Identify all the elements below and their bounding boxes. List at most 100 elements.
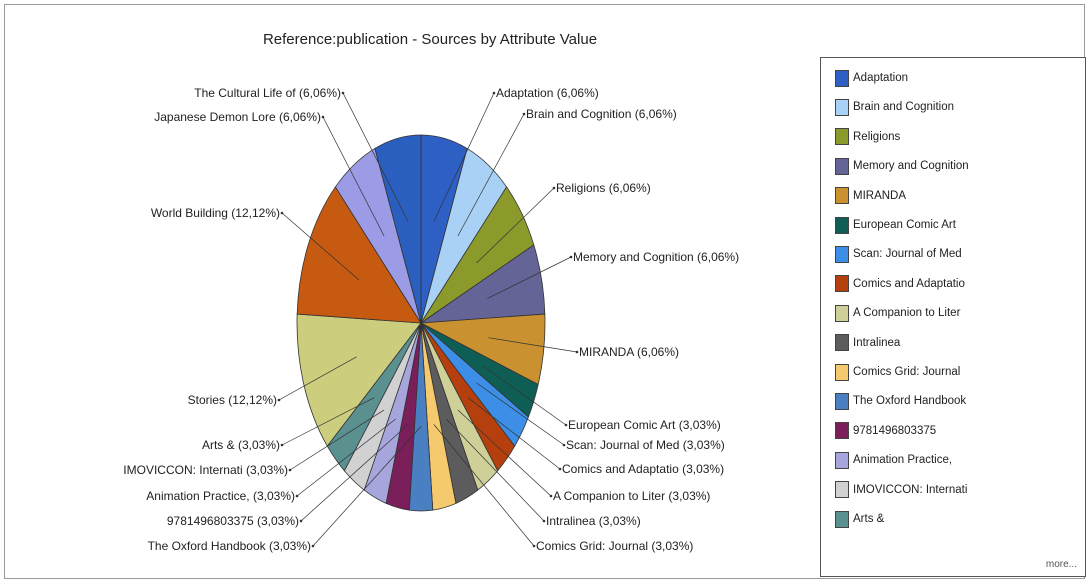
legend-swatch (835, 451, 849, 469)
legend-label: 9781496803375 (853, 424, 937, 437)
slice-leader-line (296, 418, 396, 497)
slice-label: Adaptation (6,06%) (496, 86, 599, 100)
legend-label: European Comic Art (853, 219, 956, 231)
slice-label: Animation Practice, (3,03%) (146, 489, 295, 503)
slice-label: The Oxford Handbook (3,03%) (148, 539, 311, 553)
slice-leader-dot (311, 544, 315, 548)
slice-leader-line (476, 382, 565, 446)
slice-leader-dot (280, 211, 284, 215)
slice-leader-line (433, 424, 535, 547)
slice-leader-dot (295, 494, 299, 498)
legend-label: Comics Grid: Journal (853, 366, 961, 378)
pie-chart: Adaptation (6,06%) Brain and Cognition (6… (123, 86, 739, 553)
slice-leader-line (488, 337, 578, 353)
legend-label: IMOVICCON: Internati (853, 483, 968, 496)
legend-swatch (835, 128, 849, 146)
slice-label: IMOVICCON: Internati (3,03%) (123, 463, 288, 477)
slice-label: Brain and Cognition (6,06%) (526, 107, 677, 121)
slice-label: Comics and Adaptatio (3,03%) (562, 462, 724, 476)
legend-swatch (835, 216, 849, 234)
legend-label: Animation Practice, (853, 454, 953, 467)
legend-more-link[interactable]: more... (1045, 559, 1077, 570)
slice-leader-dot (341, 91, 345, 95)
legend-label: Memory and Cognition (853, 160, 969, 173)
legend-item[interactable]: Brain and Cognition (835, 97, 954, 117)
slice-leader-line (289, 409, 385, 471)
slice-leader-dot (552, 186, 556, 190)
slice-leader-line (342, 92, 409, 222)
legend-item[interactable]: The Oxford Handbook (835, 391, 966, 411)
slice-leader-line (476, 187, 555, 264)
slice-leader-dot (542, 519, 546, 523)
legend-item[interactable]: Religions (835, 127, 900, 147)
legend-label: A Companion to Liter (853, 307, 961, 320)
legend-swatch (835, 275, 849, 293)
slice-leader-line (300, 424, 409, 522)
slice-leader-dot (288, 468, 292, 472)
slice-leader-dot (522, 112, 526, 116)
slice-leader-line (467, 397, 561, 470)
legend-swatch (835, 98, 849, 116)
legend-item[interactable]: Arts & (835, 509, 884, 529)
legend-item[interactable]: A Companion to Liter (835, 303, 960, 323)
legend-swatch (835, 334, 849, 352)
slice-leader-dot (277, 398, 281, 402)
slice-label: A Companion to Liter (3,03%) (553, 489, 710, 503)
legend-item[interactable]: Scan: Journal of Med (835, 244, 962, 264)
slice-leader-dot (549, 494, 553, 498)
slice-label: Scan: Journal of Med (3,03%) (566, 438, 725, 452)
slice-label: World Building (12,12%) (151, 206, 280, 220)
legend-item[interactable]: 9781496803375 (835, 421, 936, 441)
slice-label: 9781496803375 (3,03%) (167, 514, 299, 528)
slice-leader-line (281, 397, 375, 446)
slice-leader-line (278, 356, 357, 401)
legend-label: Scan: Journal of Med (853, 248, 962, 261)
legend-swatch (835, 363, 849, 381)
slice-label: Stories (12,12%) (188, 393, 277, 407)
legend-swatch (835, 304, 849, 322)
legend-item[interactable]: Intralinea (835, 333, 900, 353)
legend: Adaptation Brain and Cognition Religions Me… (820, 57, 1086, 577)
legend-swatch (835, 245, 849, 263)
pie-slice[interactable] (374, 134, 422, 324)
legend-swatch (835, 392, 849, 410)
legend-swatch (835, 187, 849, 205)
legend-label: The Oxford Handbook (853, 395, 967, 408)
slice-leader-line (312, 426, 422, 547)
slice-leader-dot (280, 443, 284, 447)
pie-slice[interactable] (296, 186, 422, 324)
legend-item[interactable]: Adaptation (835, 68, 908, 88)
legend-label: Religions (853, 130, 901, 143)
slice-label: Memory and Cognition (6,06%) (573, 250, 739, 264)
slice-leader-dot (321, 115, 325, 119)
slice-leader-dot (564, 423, 568, 427)
slice-leader-line (322, 116, 385, 237)
slice-leader-line (457, 409, 552, 497)
slice-leader-dot (558, 467, 562, 471)
legend-item[interactable]: IMOVICCON: Internati (835, 480, 967, 500)
legend-swatch (835, 69, 849, 87)
legend-item[interactable]: Animation Practice, (835, 450, 952, 470)
slice-label: Arts & (3,03%) (202, 438, 280, 452)
slice-label: Intralinea (3,03%) (546, 514, 641, 528)
legend-swatch (835, 157, 849, 175)
legend-label: Arts & (853, 513, 885, 525)
legend-item[interactable]: MIRANDA (835, 186, 906, 206)
legend-label: Comics and Adaptatio (853, 277, 965, 290)
legend-item[interactable]: European Comic Art (835, 215, 956, 235)
legend-item[interactable]: Comics and Adaptatio (835, 274, 965, 294)
legend-swatch (835, 510, 849, 528)
legend-item[interactable]: Comics Grid: Journal (835, 362, 960, 382)
slice-leader-dot (492, 91, 496, 95)
legend-swatch (835, 422, 849, 440)
slice-leader-dot (562, 443, 566, 447)
slice-leader-line (457, 113, 525, 237)
legend-label: Brain and Cognition (853, 101, 955, 114)
slice-leader-line (482, 365, 567, 426)
slice-leader-dot (299, 519, 303, 523)
legend-item[interactable]: Memory and Cognition (835, 156, 969, 176)
slice-label: MIRANDA (6,06%) (579, 345, 679, 359)
legend-swatch (835, 481, 849, 499)
legend-label: Adaptation (853, 72, 908, 84)
pie-slice[interactable] (296, 313, 422, 447)
